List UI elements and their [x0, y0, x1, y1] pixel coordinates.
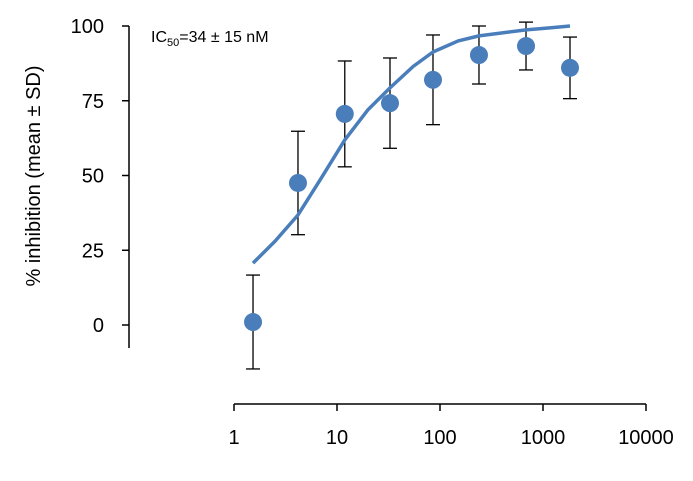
- data-point: [517, 37, 536, 56]
- x-tick-label: 100: [423, 427, 456, 449]
- data-point: [561, 58, 580, 77]
- x-tick-label: 1000: [521, 427, 566, 449]
- data-point: [288, 173, 307, 192]
- y-axis-label: % inhibition (mean ± SD): [23, 65, 45, 286]
- data-point: [244, 313, 263, 332]
- data-point: [469, 46, 488, 65]
- x-tick-label: 10000: [618, 427, 674, 449]
- fit-curve: [251, 24, 571, 265]
- y-tick-label: 50: [82, 166, 104, 188]
- x-tick-label: 1: [228, 427, 239, 449]
- ic50-annotation: IC50=34 ± 15 nM: [151, 29, 269, 49]
- data-point: [335, 104, 354, 123]
- x-tick-label: 10: [326, 427, 348, 449]
- data-point: [423, 70, 442, 89]
- y-tick-label: 100: [71, 16, 104, 38]
- y-tick-label: 75: [82, 91, 104, 113]
- y-tick-label: 25: [82, 240, 104, 262]
- data-point: [380, 94, 399, 113]
- y-tick-label: 0: [93, 315, 104, 337]
